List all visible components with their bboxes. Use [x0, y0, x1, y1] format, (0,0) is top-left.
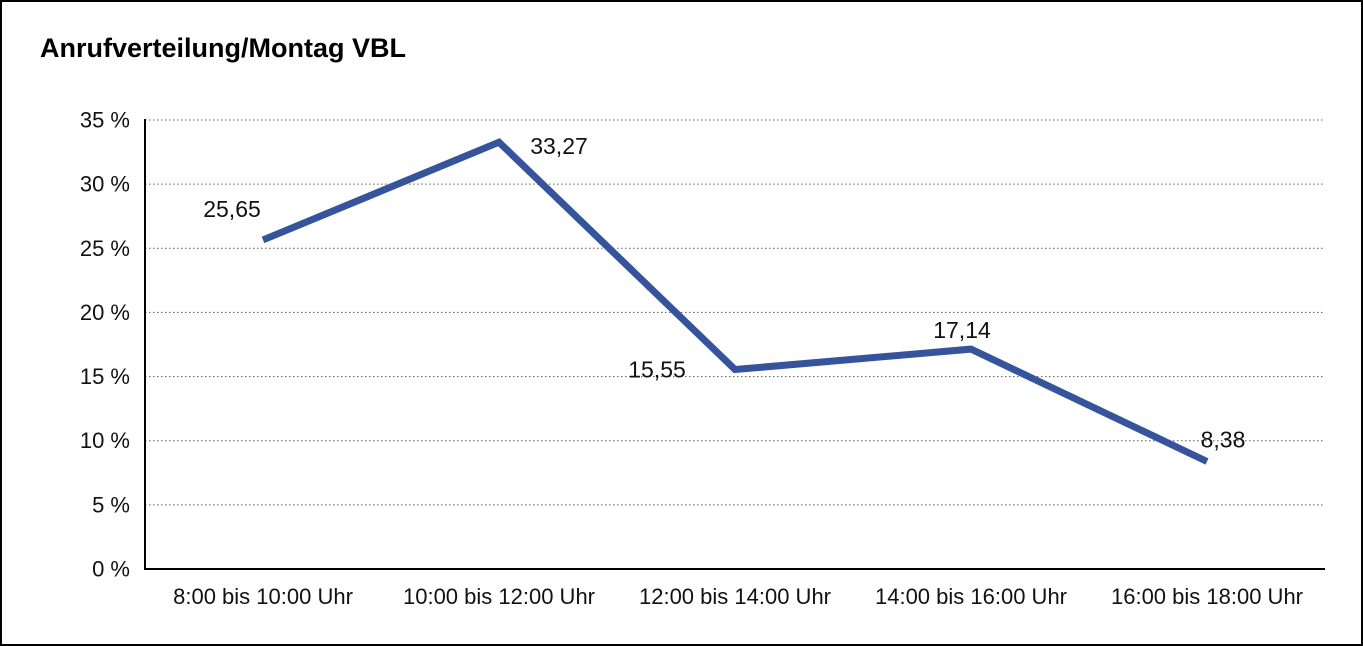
data-label: 15,55 — [628, 357, 686, 383]
y-tick-label: 35 % — [80, 108, 130, 133]
data-label: 25,65 — [203, 196, 261, 222]
y-tick-label: 5 % — [92, 492, 130, 517]
x-tick-label: 10:00 bis 12:00 Uhr — [403, 584, 595, 609]
y-tick-label: 20 % — [80, 300, 130, 325]
x-tick-label: 14:00 bis 16:00 Uhr — [875, 584, 1067, 609]
x-tick-label: 16:00 bis 18:00 Uhr — [1111, 584, 1303, 609]
chart-title: Anrufverteilung/Montag VBL — [40, 33, 406, 63]
x-tick-label: 8:00 bis 10:00 Uhr — [173, 584, 353, 609]
y-tick-label: 15 % — [80, 364, 130, 389]
y-tick-label: 25 % — [80, 236, 130, 261]
data-label: 17,14 — [933, 317, 991, 343]
y-tick-label: 0 % — [92, 557, 130, 582]
data-label: 33,27 — [530, 133, 588, 159]
x-tick-label: 12:00 bis 14:00 Uhr — [639, 584, 831, 609]
y-tick-label: 10 % — [80, 428, 130, 453]
y-tick-label: 30 % — [80, 172, 130, 197]
data-label: 8,38 — [1201, 426, 1246, 452]
data-line — [261, 138, 1209, 465]
